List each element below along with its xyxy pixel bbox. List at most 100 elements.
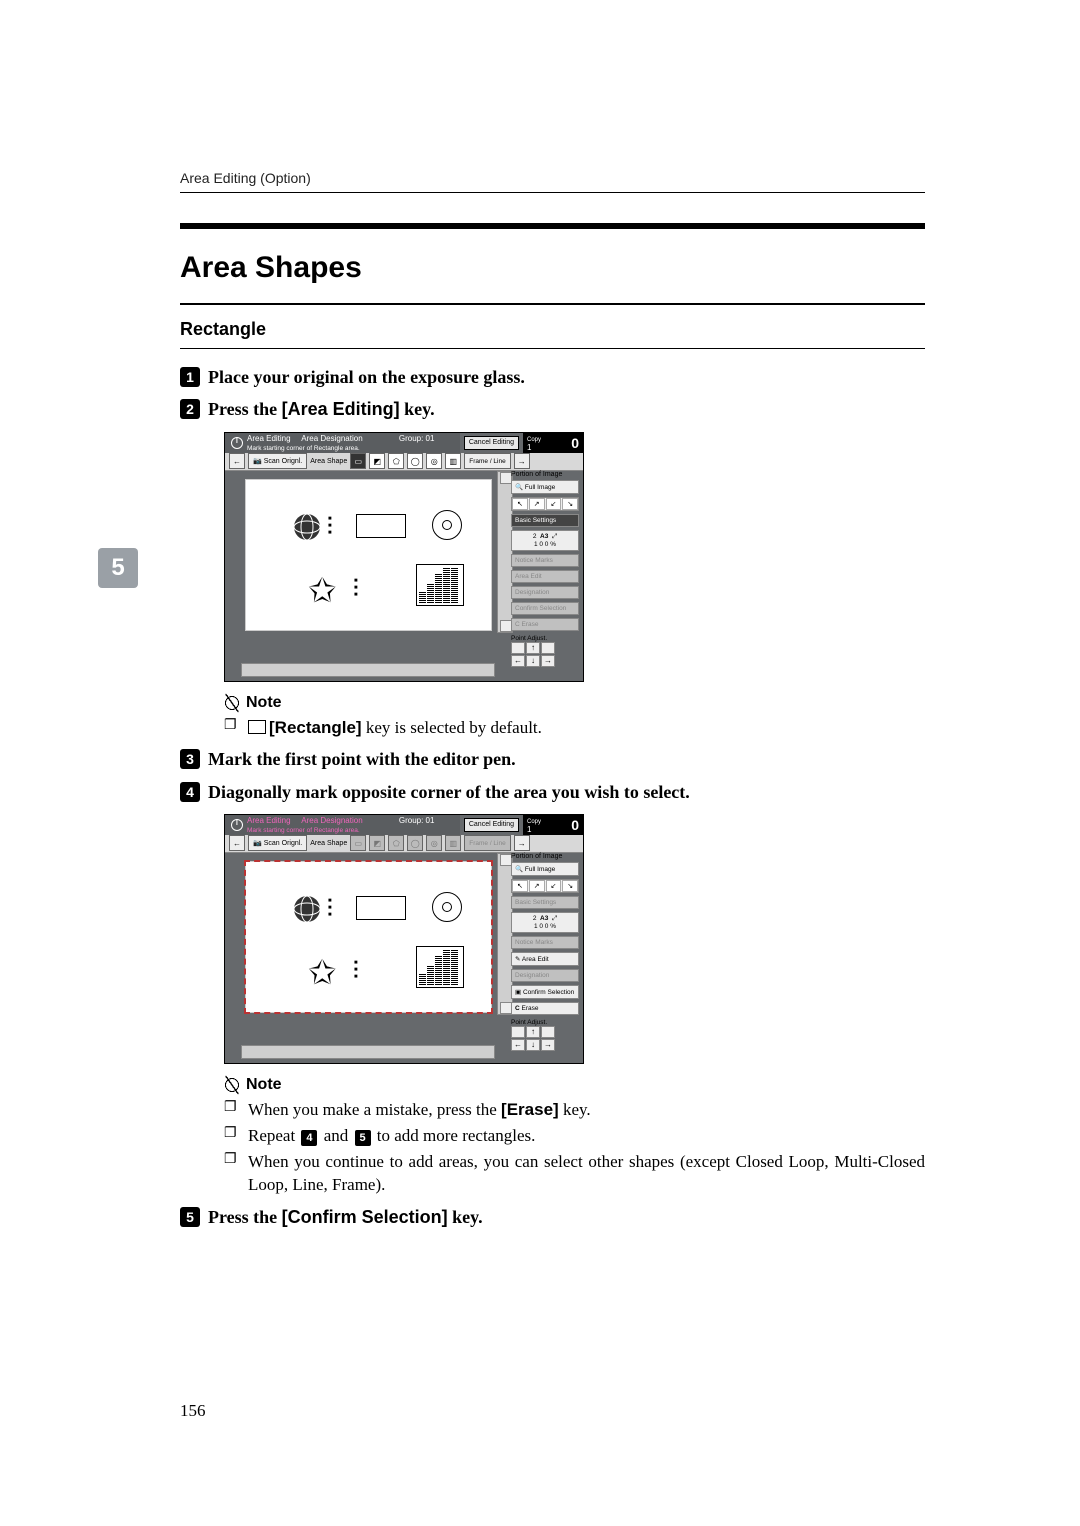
- erase-button-2[interactable]: C Erase: [511, 1002, 579, 1015]
- basic-settings-button-2: Basic Settings: [511, 896, 579, 909]
- point-adjust-arrows-2[interactable]: ↑←↓→: [511, 1026, 579, 1051]
- point-adjust-label-2: Point Adjust.: [511, 1019, 579, 1026]
- prev-arrow-button[interactable]: ←: [229, 453, 245, 469]
- sample-dots-2: ■■■: [354, 578, 358, 600]
- shape-rectangle-button[interactable]: ▭: [350, 453, 366, 469]
- confirm-selection-button: Confirm Selection: [511, 602, 579, 615]
- sample-rect-2: [356, 896, 406, 920]
- full-image-button-2[interactable]: 🔍 Full Image: [511, 862, 579, 876]
- copier-title-2b: Area Designation: [301, 816, 362, 825]
- sample-dots-2b: ■■■: [354, 960, 358, 982]
- rectangle-key-icon: [248, 720, 266, 734]
- subsection-title: Rectangle: [180, 319, 925, 340]
- copier-title-2: Area Designation: [301, 434, 362, 443]
- copy-left-2: 1: [527, 825, 531, 834]
- note-erase: When you make a mistake, press the [Eras…: [224, 1098, 925, 1122]
- erase-key-label: [Erase]: [501, 1100, 559, 1119]
- running-header: Area Editing (Option): [180, 170, 925, 186]
- step-2: 2 Press the [Area Editing] key.: [180, 397, 925, 421]
- designation-button: Designation: [511, 586, 579, 599]
- full-image-button[interactable]: 🔍 Full Image: [511, 480, 579, 494]
- rectangle-key-label: [Rectangle]: [269, 718, 362, 737]
- step-4: 4 Diagonally mark opposite corner of the…: [180, 780, 925, 804]
- note-1: [Rectangle] key is selected by default.: [224, 716, 925, 740]
- prev-arrow-button-2[interactable]: ←: [229, 835, 245, 851]
- basic-settings-button[interactable]: Basic Settings: [511, 514, 579, 527]
- copy-counter: Copy1 0: [523, 433, 583, 453]
- bullet-icon: [224, 716, 238, 734]
- power-icon: [231, 437, 243, 449]
- step-2-text: Press the [Area Editing] key.: [208, 397, 435, 421]
- sample-dots-1: ■■■: [328, 516, 332, 538]
- sample-circle-2: [432, 892, 462, 922]
- zoom-grid[interactable]: ↖↗↙↘: [511, 497, 579, 511]
- sample-barchart-icon-2: [416, 946, 464, 988]
- area-edit-button-2[interactable]: ✎ Area Edit: [511, 952, 579, 966]
- section-title: Area Shapes: [180, 251, 925, 285]
- shape-more-button[interactable]: ▥: [445, 453, 461, 469]
- step-number-3: 3: [180, 749, 200, 769]
- copier-canvas[interactable]: ■■■ ✩ ■■■: [245, 479, 492, 631]
- note-continue: When you continue to add areas, you can …: [224, 1150, 925, 1198]
- shape-more-button-2: ▥: [445, 835, 461, 851]
- sample-barchart-icon: [416, 564, 464, 606]
- cancel-editing-button[interactable]: Cancel Editing: [464, 436, 519, 450]
- copier-subtitle-2: Mark starting corner of Rectangle area.: [247, 827, 360, 834]
- note-erase-b: key.: [559, 1100, 591, 1119]
- step-number-4: 4: [180, 782, 200, 802]
- step-number-1: 1: [180, 367, 200, 387]
- screenshot-area-editing-selected: Area Editing Area Designation Group: 01 …: [224, 814, 925, 1064]
- step-3-text: Mark the first point with the editor pen…: [208, 747, 516, 771]
- copier-title: Area Editing Area Designation Group: 01 …: [225, 433, 460, 453]
- note-label-2: Note: [224, 1076, 925, 1094]
- next-arrow-button-2[interactable]: →: [514, 835, 530, 851]
- copier-canvas-2[interactable]: ■■■ ✩ ■■■: [245, 861, 492, 1013]
- horizontal-scrollbar[interactable]: [241, 663, 495, 677]
- paper-size-display-2: 2 A3 ⤢1 0 0 %: [511, 912, 579, 933]
- copier-group: Group: 01: [399, 434, 435, 443]
- area-shape-label-2: Area Shape: [310, 840, 347, 847]
- shape-polygon-button[interactable]: ⬠: [388, 453, 404, 469]
- portion-label-2: Portion of Image: [511, 853, 579, 860]
- sample-dots-1b: ■■■: [328, 898, 332, 920]
- confirm-selection-button-2[interactable]: ▣ Confirm Selection: [511, 985, 579, 999]
- shape-closedloop-button[interactable]: ◯: [407, 453, 423, 469]
- copier-side-panel: Portion of Image 🔍 Full Image ↖↗↙↘ Basic…: [511, 471, 579, 667]
- page-number: 156: [180, 1401, 206, 1421]
- copy-left: 1: [527, 443, 531, 452]
- step-2-pre: Press the: [208, 399, 282, 419]
- section-rule-bottom: [180, 303, 925, 305]
- copier-title-1: Area Editing: [247, 434, 291, 443]
- shape-multiloop-button[interactable]: ◎: [426, 453, 442, 469]
- sample-rect: [356, 514, 406, 538]
- note-continue-text: When you continue to add areas, you can …: [248, 1150, 925, 1198]
- sample-globe-icon: [292, 512, 322, 542]
- copy-right: 0: [571, 435, 579, 451]
- note-repeat-b: and: [319, 1126, 352, 1145]
- bullet-icon-3: [224, 1124, 238, 1142]
- point-adjust-arrows[interactable]: ↑←↓→: [511, 642, 579, 667]
- screenshot-area-editing-initial: Area Editing Area Designation Group: 01 …: [224, 432, 925, 682]
- sample-star-icon-2: ✩: [308, 956, 337, 990]
- zoom-grid-2[interactable]: ↖↗↙↘: [511, 879, 579, 893]
- shape-rightangle-button-2: ◩: [369, 835, 385, 851]
- step-5-pre: Press the: [208, 1207, 282, 1227]
- next-arrow-button[interactable]: →: [514, 453, 530, 469]
- shape-closedloop-button-2: ◯: [407, 835, 423, 851]
- paper-size-display: 2 A3 ⤢1 0 0 %: [511, 530, 579, 551]
- step-5: 5 Press the [Confirm Selection] key.: [180, 1205, 925, 1229]
- point-adjust-label: Point Adjust.: [511, 635, 579, 642]
- area-editing-key-label: [Area Editing]: [282, 399, 400, 419]
- shape-rightangle-button[interactable]: ◩: [369, 453, 385, 469]
- horizontal-scrollbar-2[interactable]: [241, 1045, 495, 1059]
- copier-panel: Area Editing Area Designation Group: 01 …: [224, 432, 584, 682]
- scan-original-button-2[interactable]: 📷 Scan Orignl.: [248, 835, 307, 851]
- frame-line-button[interactable]: Frame / Line: [464, 453, 511, 469]
- copier-side-panel-2: Portion of Image 🔍 Full Image ↖↗↙↘ Basic…: [511, 853, 579, 1051]
- inline-step-5: 5: [355, 1130, 371, 1146]
- cancel-editing-button-2[interactable]: Cancel Editing: [464, 818, 519, 832]
- step-5-post: key.: [448, 1207, 483, 1227]
- scan-original-button[interactable]: 📷 Scan Orignl.: [248, 453, 307, 469]
- copier-panel-2: Area Editing Area Designation Group: 01 …: [224, 814, 584, 1064]
- note-repeat: Repeat 4 and 5 to add more rectangles.: [224, 1124, 925, 1148]
